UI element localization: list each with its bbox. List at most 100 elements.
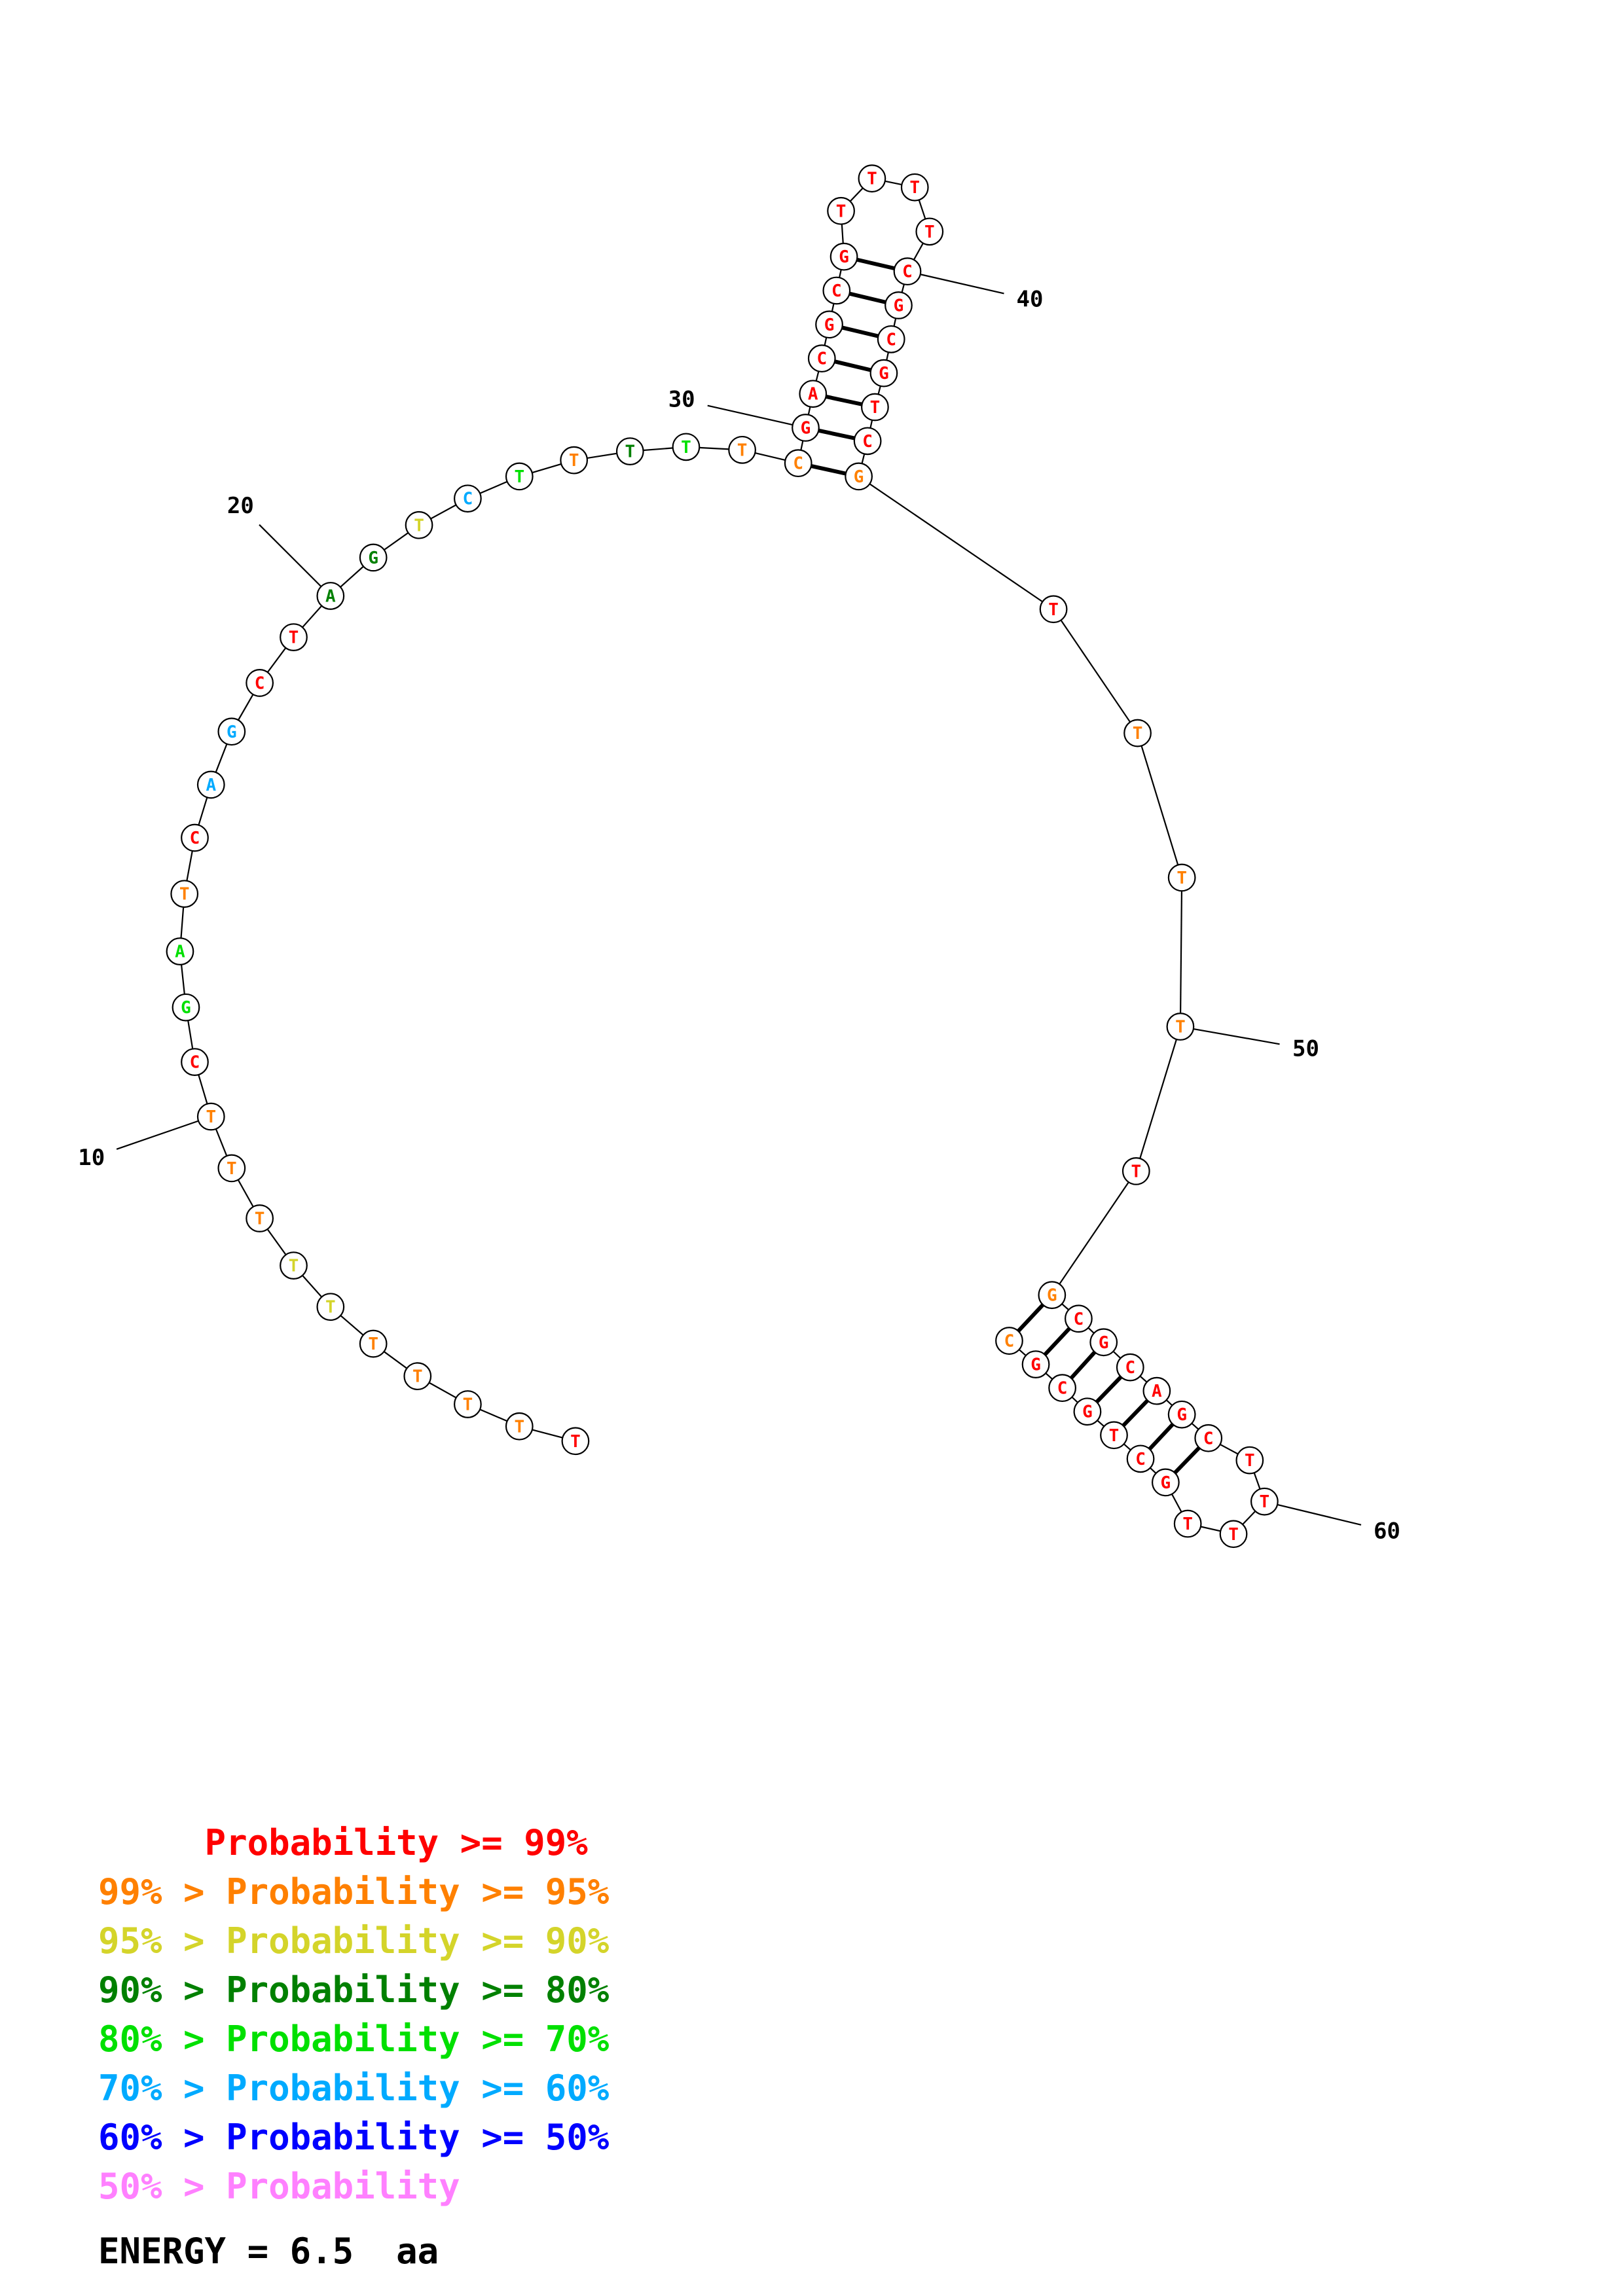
nucleotide-circle [884, 291, 913, 319]
nucleotide: T [1250, 1487, 1279, 1516]
nucleotide-circle [1122, 1157, 1150, 1185]
nucleotide: G [884, 291, 913, 319]
nucleotide-circle [1089, 1328, 1118, 1357]
nucleotide-circle [280, 623, 308, 651]
nucleotide-letter: A [808, 385, 818, 404]
position-tick [259, 524, 331, 597]
nucleotide-circle [1166, 1013, 1195, 1041]
nucleotide-letter: T [1133, 724, 1143, 744]
nucleotide-circle [166, 937, 194, 965]
nucleotide-letter: C [1074, 1310, 1084, 1329]
nucleotide-circle [1065, 1304, 1093, 1333]
position-label: 10 [78, 1145, 105, 1171]
nucleotide: G [359, 543, 388, 572]
nucleotide-circle [861, 393, 889, 422]
nucleotide-letter: T [368, 1335, 378, 1354]
nucleotide-circle [316, 582, 345, 610]
nucleotide-circle [807, 344, 836, 373]
nucleotide-circle [359, 543, 388, 572]
nucleotide-circle [1100, 1421, 1128, 1450]
nucleotide: T [1167, 863, 1196, 892]
legend-entry: 90% > Probability >= 80% [98, 1969, 610, 2011]
nucleotide-circle [827, 196, 855, 225]
nucleotide-letter: G [1082, 1403, 1093, 1422]
nucleotide-letter: T [870, 398, 881, 418]
nucleotide: T [560, 446, 589, 475]
nucleotide-circle [454, 484, 482, 513]
nucleotide: G [1038, 1281, 1067, 1310]
nucleotide-circle [877, 325, 905, 353]
nucleotide-letter: C [190, 1053, 200, 1073]
nucleotide-letter: C [1004, 1332, 1015, 1352]
nucleotide: T [405, 511, 433, 539]
nucleotide: T [217, 1154, 246, 1183]
nucleotide: A [799, 380, 828, 408]
nucleotide: T [672, 433, 701, 461]
nucleotide-letter: A [175, 942, 185, 962]
nucleotide-circle [784, 449, 812, 478]
nucleotide-letter: T [325, 1298, 336, 1318]
nucleotide-letter: A [1152, 1382, 1162, 1401]
nucleotide: G [869, 359, 898, 387]
backbone-segment [1051, 1170, 1137, 1296]
nucleotide-circle [170, 880, 199, 908]
nucleotide: A [316, 582, 345, 610]
nucleotide-letter: T [681, 438, 691, 457]
nucleotide: G [217, 717, 246, 746]
nucleotide-letter: G [227, 723, 237, 742]
nucleotide: G [792, 414, 820, 442]
nucleotide-letter: A [325, 586, 336, 606]
position-ticks: 10 20 30 40 50 60 [78, 270, 1400, 1544]
nucleotide: C [454, 484, 482, 513]
nucleotide-letter: T [1109, 1426, 1120, 1446]
nucleotide-letter: T [737, 440, 748, 460]
nucleotide-letter: T [289, 628, 299, 648]
nucleotide: T [827, 196, 855, 225]
nucleotide: C [853, 427, 882, 456]
nucleotide-letter: A [206, 776, 216, 795]
nucleotide-letter: G [368, 548, 378, 568]
nucleotide: G [815, 310, 843, 339]
nucleotide-circle [1167, 1400, 1196, 1429]
nucleotide-circle [217, 1154, 246, 1183]
nucleotide: T [561, 1427, 590, 1456]
backbone-segment [858, 476, 1054, 610]
nucleotide: T [316, 1293, 345, 1321]
nucleotide-circle [196, 1102, 225, 1131]
nucleotide-circle [181, 1048, 209, 1077]
legend-entry: 70% > Probability >= 60% [98, 2068, 610, 2109]
nucleotide: G [1167, 1400, 1196, 1429]
nucleotide-circle [246, 669, 274, 697]
nucleotide-letter: G [1099, 1333, 1109, 1353]
nucleotide-circle [1194, 1424, 1223, 1452]
nucleotide-letter: G [824, 315, 835, 335]
nucleotide-letter: C [1203, 1429, 1214, 1448]
nucleotide-letter: C [190, 829, 200, 848]
position-tick [116, 1115, 211, 1150]
nucleotide-letter: G [1047, 1286, 1057, 1306]
nucleotide: G [845, 462, 873, 491]
nucleotide-circle [405, 511, 433, 539]
nucleotide-circle [316, 1293, 345, 1321]
nucleotide-circle [1219, 1520, 1248, 1549]
nucleotide: T [1100, 1421, 1128, 1450]
nucleotide: C [877, 325, 905, 353]
nucleotide-circle [900, 173, 929, 202]
nucleotide-letter: T [1131, 1162, 1141, 1181]
nucleotide-circle [1142, 1376, 1171, 1405]
nucleotide-letter: C [1125, 1358, 1135, 1378]
legend-entry: 95% > Probability >= 90% [98, 1920, 610, 1962]
nucleotide-letter: T [289, 1257, 299, 1276]
nucleotide: C [807, 344, 836, 373]
nucleotide-letter: T [227, 1159, 237, 1179]
nucleotide-circle [1123, 719, 1152, 747]
nucleotide-letter: G [181, 998, 191, 1018]
nucleotide-circle [845, 462, 873, 491]
nucleotide-circle [869, 359, 898, 387]
nucleotide: C [995, 1327, 1023, 1355]
nucleotide-letter: T [179, 885, 190, 905]
nucleotide: C [1194, 1424, 1223, 1452]
nucleotide-letter: G [839, 247, 849, 267]
nucleotide: G [830, 242, 858, 271]
